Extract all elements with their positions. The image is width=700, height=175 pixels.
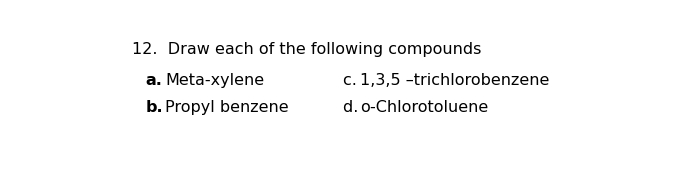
Text: 1,3,5 –trichlorobenzene: 1,3,5 –trichlorobenzene [360,73,550,88]
Text: o-Chlorotoluene: o-Chlorotoluene [360,100,489,115]
Text: b.: b. [146,100,163,115]
Text: a.: a. [146,73,162,88]
Text: 12.  Draw each of the following compounds: 12. Draw each of the following compounds [132,42,482,57]
Text: Meta-xylene: Meta-xylene [165,73,264,88]
Text: Propyl benzene: Propyl benzene [165,100,288,115]
Text: c.: c. [343,73,363,88]
Text: d.: d. [343,100,364,115]
